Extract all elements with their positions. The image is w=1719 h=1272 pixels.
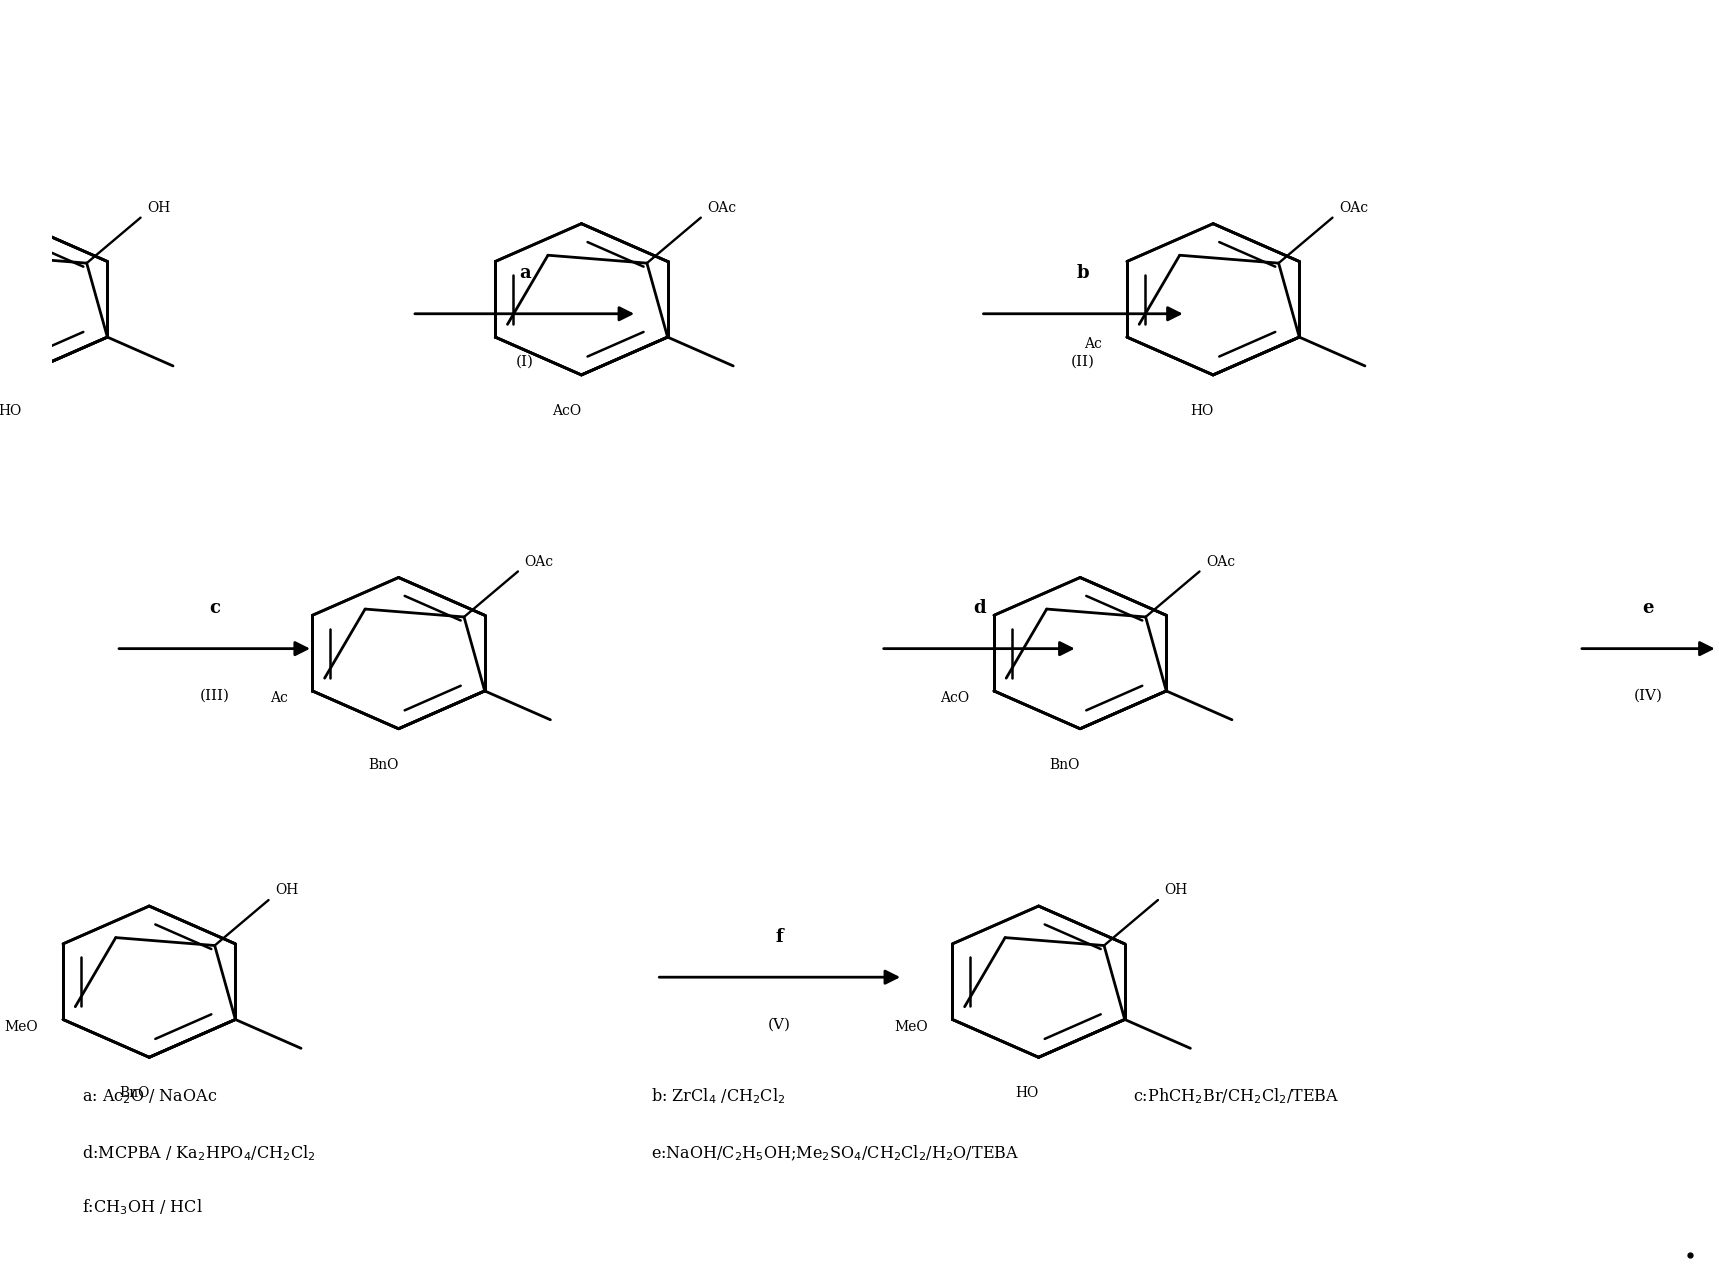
Text: (II): (II) bbox=[1071, 354, 1095, 368]
Text: OAc: OAc bbox=[1339, 201, 1368, 215]
Text: OAc: OAc bbox=[524, 555, 554, 569]
Text: HO: HO bbox=[1190, 403, 1214, 417]
Text: OH: OH bbox=[1164, 884, 1188, 898]
Text: OH: OH bbox=[275, 884, 299, 898]
Text: Ac: Ac bbox=[270, 691, 287, 705]
Text: (III): (III) bbox=[199, 689, 230, 703]
Text: MeO: MeO bbox=[894, 1020, 928, 1034]
Text: f: f bbox=[775, 927, 784, 945]
Text: d:MCPBA / Ka$_2$HPO$_4$/CH$_2$Cl$_2$: d:MCPBA / Ka$_2$HPO$_4$/CH$_2$Cl$_2$ bbox=[83, 1144, 316, 1163]
Text: BnO: BnO bbox=[1050, 758, 1080, 772]
Text: Ac: Ac bbox=[1085, 337, 1102, 351]
Text: MeO: MeO bbox=[5, 1020, 38, 1034]
Text: BnO: BnO bbox=[119, 1086, 150, 1100]
Text: a: Ac$_2$O / NaOAc: a: Ac$_2$O / NaOAc bbox=[83, 1088, 218, 1107]
Text: AcO: AcO bbox=[552, 403, 581, 417]
Text: OAc: OAc bbox=[1207, 555, 1236, 569]
Text: HO: HO bbox=[1016, 1086, 1038, 1100]
Text: f:CH$_3$OH / HCl: f:CH$_3$OH / HCl bbox=[83, 1197, 203, 1217]
Text: OH: OH bbox=[148, 201, 170, 215]
Text: HO: HO bbox=[0, 403, 21, 417]
Text: a: a bbox=[519, 265, 531, 282]
Text: b: ZrCl$_4$ /CH$_2$Cl$_2$: b: ZrCl$_4$ /CH$_2$Cl$_2$ bbox=[652, 1086, 786, 1107]
Text: (V): (V) bbox=[768, 1018, 791, 1032]
Text: OAc: OAc bbox=[708, 201, 736, 215]
Text: e: e bbox=[1643, 599, 1654, 617]
Text: b: b bbox=[1076, 265, 1090, 282]
Text: (IV): (IV) bbox=[1633, 689, 1662, 703]
Text: (I): (I) bbox=[516, 354, 533, 368]
Text: BnO: BnO bbox=[368, 758, 399, 772]
Text: c:PhCH$_2$Br/CH$_2$Cl$_2$/TEBA: c:PhCH$_2$Br/CH$_2$Cl$_2$/TEBA bbox=[1133, 1086, 1339, 1107]
Text: d: d bbox=[973, 599, 985, 617]
Text: c: c bbox=[210, 599, 220, 617]
Text: AcO: AcO bbox=[940, 691, 970, 705]
Text: e:NaOH/C$_2$H$_5$OH;Me$_2$SO$_4$/CH$_2$Cl$_2$/H$_2$O/TEBA: e:NaOH/C$_2$H$_5$OH;Me$_2$SO$_4$/CH$_2$C… bbox=[652, 1144, 1019, 1163]
